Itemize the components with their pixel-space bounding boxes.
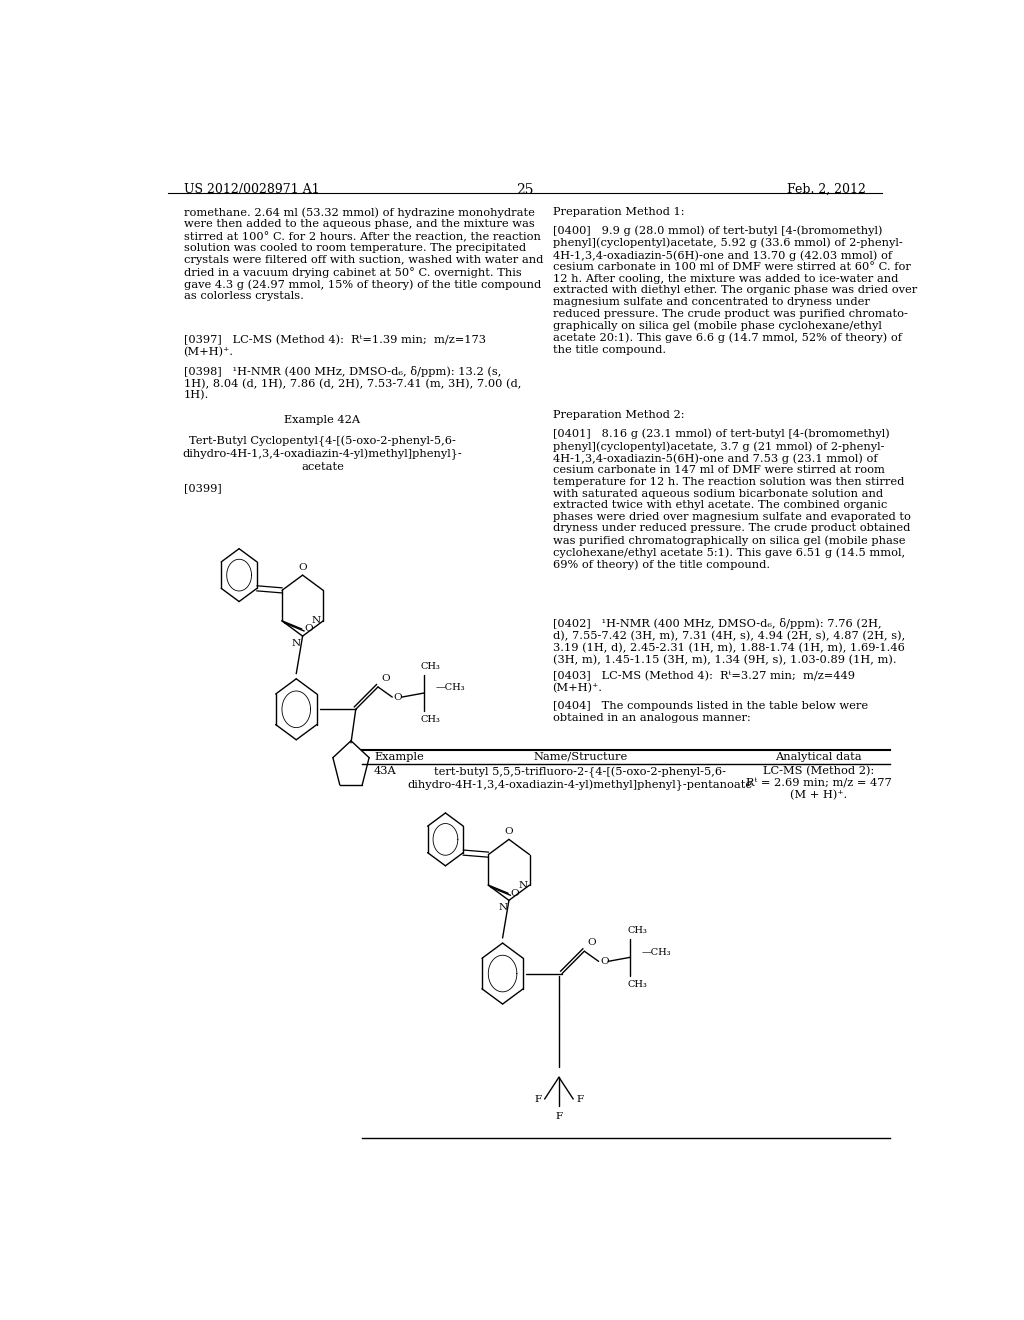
Text: —CH₃: —CH₃ (641, 948, 671, 957)
Text: O: O (304, 624, 312, 634)
Text: N: N (518, 880, 527, 890)
Text: Analytical data: Analytical data (775, 752, 862, 762)
Text: 25: 25 (516, 182, 534, 197)
Text: CH₃: CH₃ (421, 661, 440, 671)
Text: O: O (588, 939, 596, 948)
Text: N: N (499, 903, 507, 912)
Text: [0401]   8.16 g (23.1 mmol) of tert-butyl [4-(bromomethyl)
phenyl](cyclopentyl)a: [0401] 8.16 g (23.1 mmol) of tert-butyl … (553, 429, 910, 570)
Text: tert-butyl 5,5,5-trifluoro-2-{4-[(5-oxo-2-phenyl-5,6-
dihydro-4H-1,3,4-oxadiazin: tert-butyl 5,5,5-trifluoro-2-{4-[(5-oxo-… (408, 766, 753, 791)
Text: F: F (555, 1111, 562, 1121)
Text: [0398]   ¹H-NMR (400 MHz, DMSO-d₆, δ/ppm): 13.2 (s,
1H), 8.04 (d, 1H), 7.86 (d, : [0398] ¹H-NMR (400 MHz, DMSO-d₆, δ/ppm):… (183, 366, 521, 401)
Text: Example 42A: Example 42A (285, 414, 360, 425)
Text: [0403]   LC-MS (Method 4):  Rᵗ=3.27 min;  m/z=449
(M+H)⁺.: [0403] LC-MS (Method 4): Rᵗ=3.27 min; m/… (553, 671, 855, 693)
Text: O: O (505, 828, 513, 837)
Text: [0404]   The compounds listed in the table below were
obtained in an analogous m: [0404] The compounds listed in the table… (553, 701, 867, 723)
Text: Preparation Method 1:: Preparation Method 1: (553, 207, 684, 218)
Text: CH₃: CH₃ (627, 979, 647, 989)
Text: O: O (600, 957, 609, 966)
Text: Name/Structure: Name/Structure (534, 752, 628, 762)
Text: O: O (511, 888, 519, 898)
Text: [0400]   9.9 g (28.0 mmol) of tert-butyl [4-(bromomethyl)
phenyl](cyclopentyl)ac: [0400] 9.9 g (28.0 mmol) of tert-butyl [… (553, 226, 916, 355)
Text: Feb. 2, 2012: Feb. 2, 2012 (787, 182, 866, 195)
Text: [0399]: [0399] (183, 483, 221, 494)
Text: [0402]   ¹H-NMR (400 MHz, DMSO-d₆, δ/ppm): 7.76 (2H,
d), 7.55-7.42 (3H, m), 7.31: [0402] ¹H-NMR (400 MHz, DMSO-d₆, δ/ppm):… (553, 618, 905, 665)
Text: 43A: 43A (374, 766, 396, 776)
Text: O: O (394, 693, 402, 702)
Text: US 2012/0028971 A1: US 2012/0028971 A1 (183, 182, 319, 195)
Text: LC-MS (Method 2):
Rᵗ = 2.69 min; m/z = 477
(M + H)⁺.: LC-MS (Method 2): Rᵗ = 2.69 min; m/z = 4… (745, 766, 891, 800)
Text: N: N (292, 639, 301, 648)
Text: CH₃: CH₃ (421, 715, 440, 725)
Text: F: F (535, 1094, 542, 1104)
Text: romethane. 2.64 ml (53.32 mmol) of hydrazine monohydrate
were then added to the : romethane. 2.64 ml (53.32 mmol) of hydra… (183, 207, 543, 301)
Text: O: O (381, 675, 390, 682)
Text: —CH₃: —CH₃ (435, 684, 465, 693)
Text: CH₃: CH₃ (627, 925, 647, 935)
Text: N: N (311, 616, 321, 626)
Text: [0397]   LC-MS (Method 4):  Rᵗ=1.39 min;  m/z=173
(M+H)⁺.: [0397] LC-MS (Method 4): Rᵗ=1.39 min; m/… (183, 335, 485, 358)
Text: F: F (577, 1094, 584, 1104)
Text: Example: Example (374, 752, 424, 762)
Text: Preparation Method 2:: Preparation Method 2: (553, 411, 684, 421)
Text: Tert-Butyl Cyclopentyl{4-[(5-oxo-2-phenyl-5,6-
dihydro-4H-1,3,4-oxadiazin-4-yl)m: Tert-Butyl Cyclopentyl{4-[(5-oxo-2-pheny… (182, 436, 462, 471)
Text: O: O (298, 564, 307, 572)
